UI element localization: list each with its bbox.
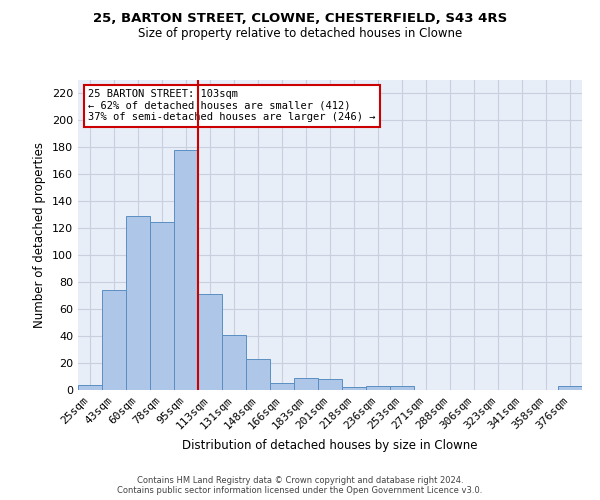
- Text: 25, BARTON STREET, CLOWNE, CHESTERFIELD, S43 4RS: 25, BARTON STREET, CLOWNE, CHESTERFIELD,…: [93, 12, 507, 26]
- Bar: [150, 222, 174, 390]
- Text: 25 BARTON STREET: 103sqm
← 62% of detached houses are smaller (412)
37% of semi-: 25 BARTON STREET: 103sqm ← 62% of detach…: [88, 90, 376, 122]
- Bar: [246, 359, 270, 390]
- Bar: [102, 290, 126, 390]
- Bar: [174, 150, 198, 390]
- Bar: [198, 294, 222, 390]
- Bar: [78, 384, 102, 390]
- Bar: [366, 386, 390, 390]
- Bar: [318, 379, 342, 390]
- Bar: [342, 388, 366, 390]
- Y-axis label: Number of detached properties: Number of detached properties: [34, 142, 46, 328]
- Bar: [270, 384, 294, 390]
- Text: Contains HM Land Registry data © Crown copyright and database right 2024.
Contai: Contains HM Land Registry data © Crown c…: [118, 476, 482, 495]
- Bar: [294, 378, 318, 390]
- Bar: [390, 386, 414, 390]
- X-axis label: Distribution of detached houses by size in Clowne: Distribution of detached houses by size …: [182, 439, 478, 452]
- Bar: [126, 216, 150, 390]
- Bar: [558, 386, 582, 390]
- Bar: [222, 334, 246, 390]
- Text: Size of property relative to detached houses in Clowne: Size of property relative to detached ho…: [138, 28, 462, 40]
